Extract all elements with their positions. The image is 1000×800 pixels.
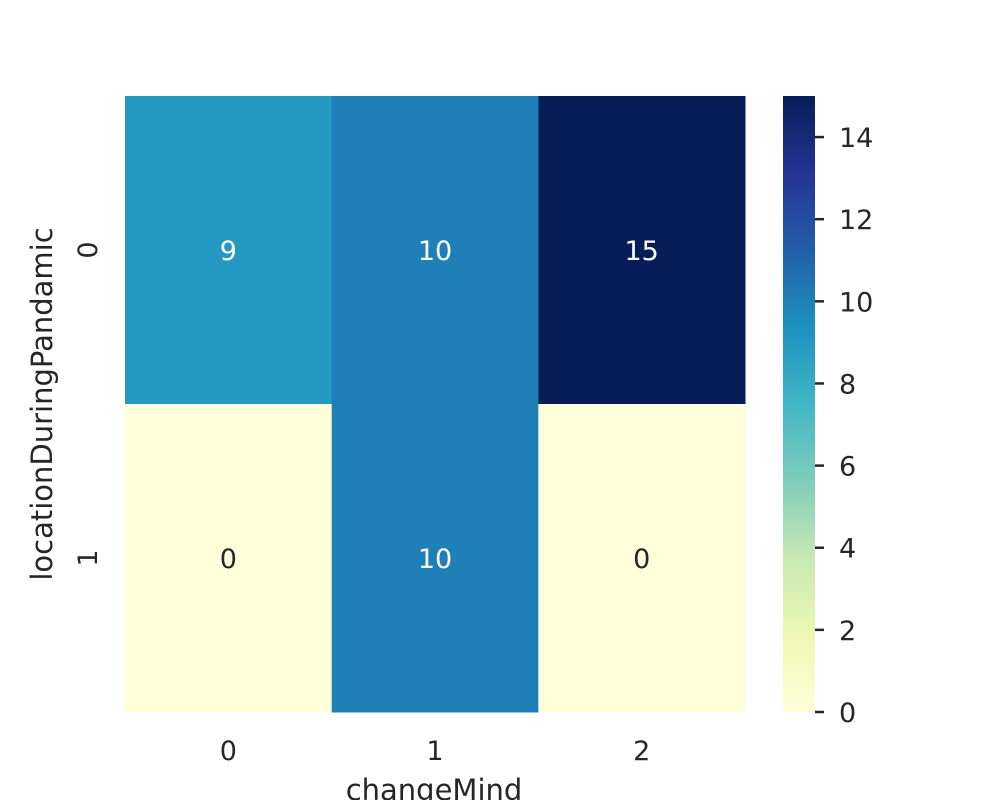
y-axis-ticks: 01 xyxy=(73,241,104,566)
x-axis-ticks: 0 1 2 xyxy=(220,736,651,767)
cell-value-r1-c1: 10 xyxy=(418,544,452,575)
y-tick-label-1: 1 xyxy=(73,549,104,566)
colorbar-tick-label-6: 12 xyxy=(839,205,873,236)
colorbar-tick-label-5: 10 xyxy=(839,287,873,318)
colorbar-tick-label-4: 8 xyxy=(839,369,856,400)
colorbar-tick-label-3: 6 xyxy=(839,452,856,483)
cell-value-r1-c2: 0 xyxy=(633,544,650,575)
colorbar-tick-label-1: 2 xyxy=(839,616,856,647)
cell-value-r1-c0: 0 xyxy=(220,544,237,575)
x-axis-label: changeMind xyxy=(346,773,523,800)
colorbar-tick-label-0: 0 xyxy=(839,698,856,729)
heatmap-cell-r1-c0 xyxy=(125,404,333,713)
y-axis-label: locationDuringPandamic xyxy=(25,227,59,580)
colorbar-tick-label-7: 14 xyxy=(839,123,873,154)
heatmap-cell-r1-c1 xyxy=(331,404,539,713)
heatmap-cell-labels: 9 10 15 0 10 0 xyxy=(220,236,659,575)
cell-value-r0-c1: 10 xyxy=(418,236,452,267)
heatmap-cells xyxy=(125,96,746,713)
cell-value-r0-c0: 9 xyxy=(220,236,237,267)
colorbar-ticks: 0 2 4 6 8 10 12 14 xyxy=(815,123,873,729)
y-tick-label-0: 0 xyxy=(73,241,104,258)
x-tick-label-0: 0 xyxy=(220,736,237,767)
colorbar-tick-label-2: 4 xyxy=(839,534,856,565)
heatmap-cell-r0-c1 xyxy=(331,96,539,405)
cell-value-r0-c2: 15 xyxy=(624,236,658,267)
x-tick-label-2: 2 xyxy=(633,736,650,767)
colorbar xyxy=(783,96,815,712)
heatmap-cell-r0-c2 xyxy=(538,96,746,405)
x-tick-label-1: 1 xyxy=(426,736,443,767)
heatmap-cell-r0-c0 xyxy=(125,96,333,405)
heatmap-cell-r1-c2 xyxy=(538,404,746,713)
